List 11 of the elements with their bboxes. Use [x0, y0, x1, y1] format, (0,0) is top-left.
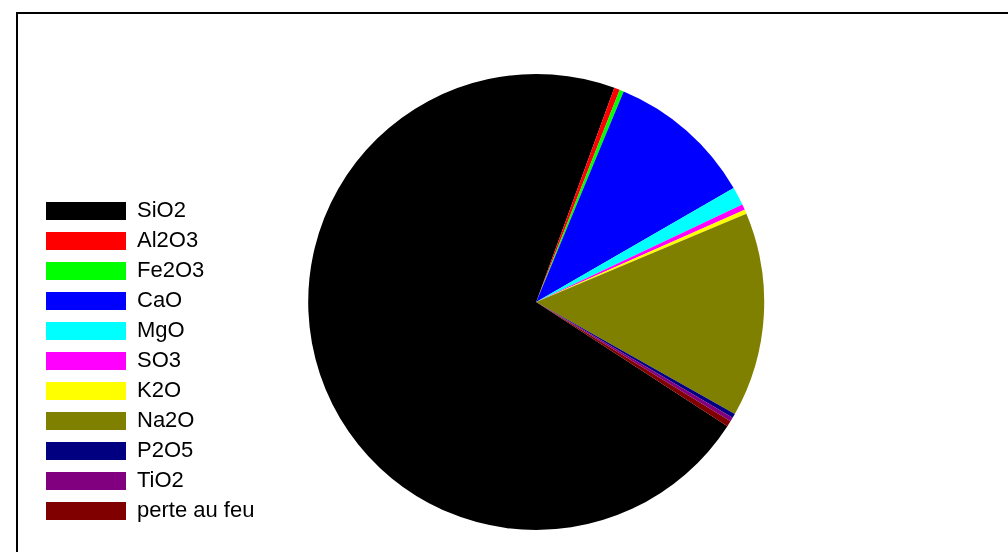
legend-label: CaO — [137, 287, 183, 313]
legend-label: perte au feu — [137, 497, 255, 523]
legend-label: SiO2 — [137, 197, 186, 223]
legend-label: P2O5 — [137, 437, 194, 463]
legend-label: Al2O3 — [137, 227, 199, 253]
legend-label: Na2O — [137, 407, 195, 433]
legend-label: K2O — [137, 377, 182, 403]
legend-label: Fe2O3 — [137, 257, 205, 283]
legend-label: MgO — [137, 317, 185, 343]
legend-label: TiO2 — [137, 467, 184, 493]
legend-label: SO3 — [137, 347, 182, 373]
